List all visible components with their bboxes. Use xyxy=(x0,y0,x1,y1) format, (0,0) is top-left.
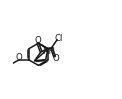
Text: NH: NH xyxy=(42,47,55,56)
Text: O: O xyxy=(15,53,22,62)
Text: O: O xyxy=(52,54,59,63)
Text: Cl: Cl xyxy=(55,34,63,43)
Text: O: O xyxy=(34,36,41,45)
